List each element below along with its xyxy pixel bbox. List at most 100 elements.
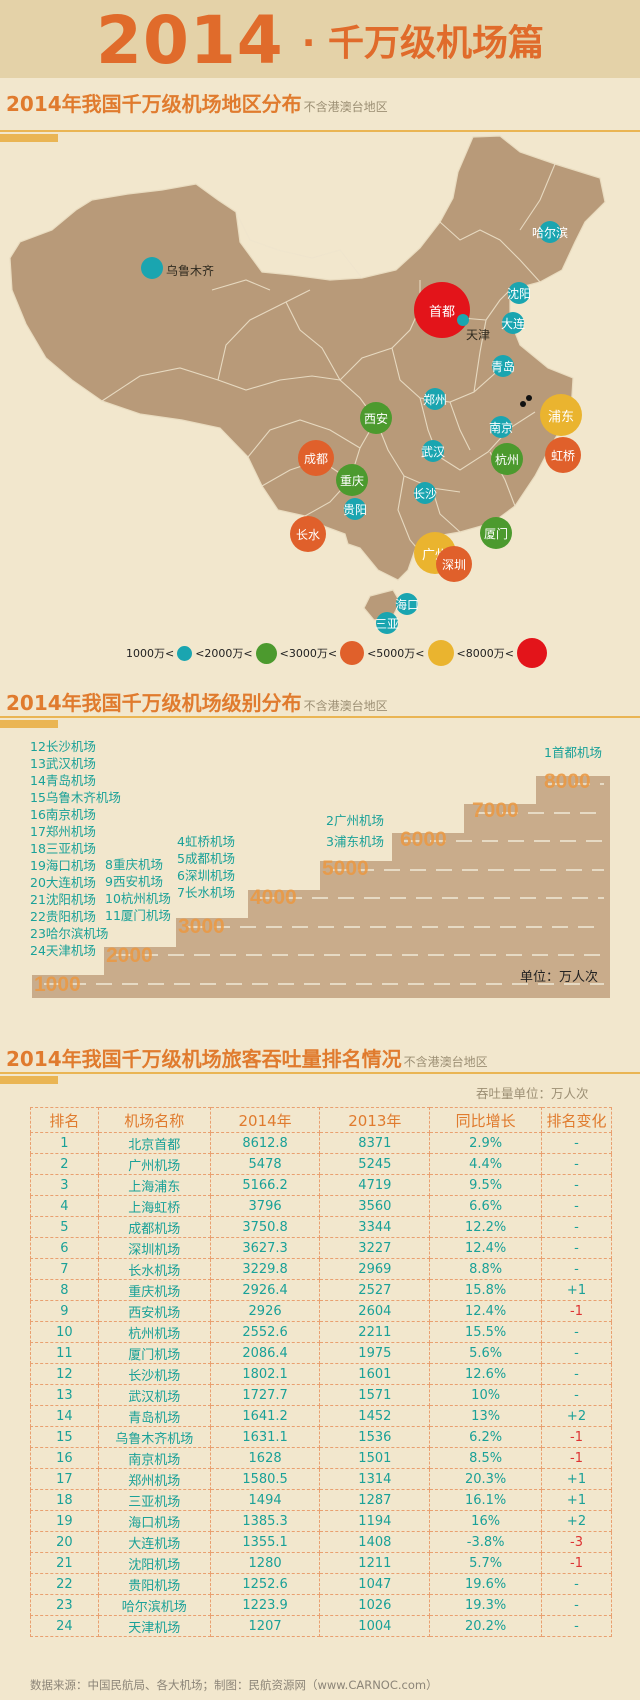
- legend-dot-tier2: [255, 642, 277, 664]
- table-row: 20 大连机场 1355.1 1408 -3.8% -3: [30, 1531, 612, 1553]
- cell-rank-change: +1: [541, 1468, 612, 1490]
- level-airport: 23哈尔滨机场: [30, 926, 109, 941]
- airport-pin-label: 大连: [501, 316, 526, 331]
- cell-2014: 1631.1: [209, 1426, 321, 1448]
- airport-pin-label: 郑州: [423, 392, 448, 407]
- cell-rank: 24: [30, 1615, 99, 1637]
- level-airport: 3浦东机场: [326, 834, 384, 849]
- airport-pin-label: 成都: [303, 451, 328, 466]
- map-legend: 1000万< <2000万< <3000万< <5000万< <8000万<: [126, 638, 547, 668]
- level-airport: 18三亚机场: [30, 841, 96, 856]
- level-airport: 17郑州机场: [30, 824, 96, 839]
- table-row: 22 贵阳机场 1252.6 1047 19.6% -: [30, 1573, 612, 1595]
- cell-2014: 1494: [209, 1489, 321, 1511]
- col-header-2014: 2014年: [209, 1107, 321, 1133]
- cell-rank: 19: [30, 1510, 99, 1532]
- level-airport: 10杭州机场: [105, 891, 171, 906]
- level-staircase: [32, 776, 610, 998]
- cell-growth: 5.7%: [429, 1552, 543, 1574]
- level-airport: 6深圳机场: [177, 868, 235, 883]
- cell-airport: 成都机场: [97, 1216, 211, 1238]
- cell-2014: 3796: [209, 1195, 321, 1217]
- airport-label-tianjin: 天津: [466, 328, 491, 342]
- table-row: 16 南京机场 1628 1501 8.5% -1: [30, 1447, 612, 1469]
- level-airport: 5成都机场: [177, 851, 235, 866]
- cell-rank-change: -: [541, 1132, 612, 1154]
- section2-rule: [0, 716, 640, 718]
- airport-pin-qingdao: 青岛: [491, 355, 515, 377]
- level-airport: 9西安机场: [105, 874, 163, 889]
- cell-growth: 2.9%: [429, 1132, 543, 1154]
- table-row: 18 三亚机场 1494 1287 16.1% +1: [30, 1489, 612, 1511]
- section1-rule-accent: [0, 134, 58, 142]
- cell-2014: 1252.6: [209, 1573, 321, 1595]
- cell-airport: 贵阳机场: [97, 1573, 211, 1595]
- legend-dot-tier1: [177, 645, 193, 661]
- section1-title-text: 2014年我国千万级机场地区分布: [6, 92, 302, 116]
- cell-2013: 2527: [319, 1279, 431, 1301]
- table-row: 8 重庆机场 2926.4 2527 15.8% +1: [30, 1279, 612, 1301]
- cell-growth: 6.6%: [429, 1195, 543, 1217]
- cell-growth: 13%: [429, 1405, 543, 1427]
- level-airport: 24天津机场: [30, 943, 96, 958]
- level-airport: 4虹桥机场: [177, 834, 235, 849]
- level-tick-2000: 2000: [106, 944, 153, 967]
- level-group-5000: 2广州机场 3浦东机场: [326, 810, 384, 852]
- cell-rank: 5: [30, 1216, 99, 1238]
- airport-pin-shenzhen: 深圳: [436, 546, 472, 582]
- cell-growth: 15.5%: [429, 1321, 543, 1343]
- table-row: 24 天津机场 1207 1004 20.2% -: [30, 1615, 612, 1637]
- cell-2013: 1975: [319, 1342, 431, 1364]
- airport-pin-tianjin: [457, 314, 469, 326]
- level-airport: 11厦门机场: [105, 908, 171, 923]
- taiwan-dot: [520, 401, 526, 407]
- cell-rank-change: -: [541, 1237, 612, 1259]
- cell-rank: 3: [30, 1174, 99, 1196]
- cell-2013: 1314: [319, 1468, 431, 1490]
- col-header-2013: 2013年: [319, 1107, 431, 1133]
- page-title: 2014 · 千万级机场篇: [0, 2, 640, 79]
- cell-rank-change: +2: [541, 1510, 612, 1532]
- section1-rule: [0, 130, 640, 132]
- cell-growth: 20.3%: [429, 1468, 543, 1490]
- level-airport: 16南京机场: [30, 807, 96, 822]
- airport-label-urumqi: 乌鲁木齐: [166, 264, 215, 278]
- cell-rank: 13: [30, 1384, 99, 1406]
- shanghai-dot: [526, 395, 532, 401]
- table-row: 12 长沙机场 1802.1 1601 12.6% -: [30, 1363, 612, 1385]
- cell-airport: 广州机场: [97, 1153, 211, 1175]
- table-unit: 吞吐量单位：万人次: [476, 1086, 589, 1101]
- cell-airport: 沈阳机场: [97, 1552, 211, 1574]
- cell-rank: 17: [30, 1468, 99, 1490]
- cell-growth: 20.2%: [429, 1615, 543, 1637]
- legend-label-1: 1000万<: [126, 647, 175, 660]
- level-tick-5000: 5000: [322, 857, 369, 880]
- cell-2013: 1408: [319, 1531, 431, 1553]
- cell-rank: 14: [30, 1405, 99, 1427]
- section2-title-text: 2014年我国千万级机场级别分布: [6, 691, 302, 715]
- cell-2013: 1536: [319, 1426, 431, 1448]
- cell-airport: 上海虹桥: [97, 1195, 211, 1217]
- level-airport: 13武汉机场: [30, 756, 96, 771]
- level-airport: 14青岛机场: [30, 773, 96, 788]
- level-airport: 7长水机场: [177, 885, 235, 900]
- airport-pin-label: 哈尔滨: [532, 225, 569, 240]
- cell-2013: 1026: [319, 1594, 431, 1616]
- cell-2014: 2552.6: [209, 1321, 321, 1343]
- cell-rank-change: -: [541, 1342, 612, 1364]
- cell-2014: 8612.8: [209, 1132, 321, 1154]
- table-row: 19 海口机场 1385.3 1194 16% +2: [30, 1510, 612, 1532]
- airport-pin-label: 重庆: [339, 473, 364, 488]
- table-row: 11 厦门机场 2086.4 1975 5.6% -: [30, 1342, 612, 1364]
- airport-pin-haikou: 海口: [395, 593, 419, 615]
- cell-rank: 4: [30, 1195, 99, 1217]
- cell-rank: 21: [30, 1552, 99, 1574]
- cell-airport: 青岛机场: [97, 1405, 211, 1427]
- table-row: 17 郑州机场 1580.5 1314 20.3% +1: [30, 1468, 612, 1490]
- airport-pin-harbin: 哈尔滨: [532, 221, 568, 243]
- cell-rank: 12: [30, 1363, 99, 1385]
- cell-rank: 15: [30, 1426, 99, 1448]
- airport-pin-label: 虹桥: [550, 448, 575, 463]
- cell-growth: 8.8%: [429, 1258, 543, 1280]
- cell-growth: 16%: [429, 1510, 543, 1532]
